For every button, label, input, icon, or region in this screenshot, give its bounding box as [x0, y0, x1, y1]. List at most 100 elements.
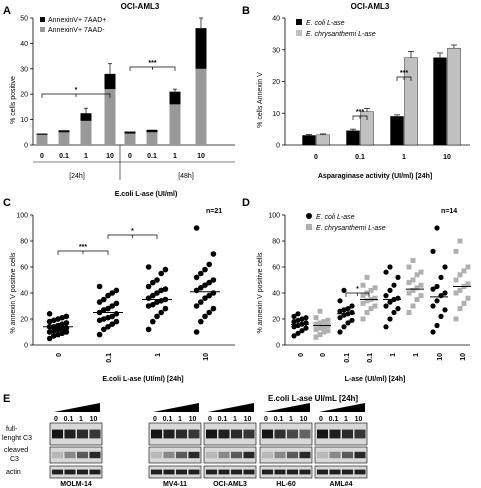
panel-c-point [59, 314, 65, 321]
panel-d-point-ecoli [299, 328, 305, 334]
panel-c-point [145, 283, 152, 290]
blot-full-length-c3-band [206, 429, 217, 439]
blot-panel-cleaved-c3-band [259, 446, 313, 464]
panel-d-point-ecoli [295, 317, 301, 323]
blot-full-length-c3-band [342, 429, 353, 439]
panel-d-point-echry [410, 258, 416, 263]
panel-c-point [63, 320, 70, 326]
panel-d-y-tick-label: 20 [272, 317, 280, 324]
panel-d-point-echry [360, 316, 366, 322]
blot-cell-line-label: HL-60 [276, 481, 296, 488]
panel-c-point [59, 326, 65, 333]
legend-swatch-echry [296, 30, 302, 36]
blot-cleaved-c3-band [262, 451, 273, 459]
panel-a-x-tick-label: 1 [173, 153, 177, 160]
blot-actin-band [342, 469, 353, 475]
blot-lane-label: 0 [208, 416, 212, 423]
panel-d-point-echry [461, 300, 467, 306]
blot-full-length-c3-band [176, 429, 187, 439]
panel-c-point [193, 225, 200, 231]
panel-a-ylabel: % cells positive [10, 76, 17, 124]
panel-c-point [109, 290, 115, 296]
panel-b-y-tick-label: 30 [272, 47, 280, 54]
blot-panel-cleaved-c3-band [49, 446, 103, 464]
panel-d-point-ecoli [303, 315, 309, 321]
blot-cleaved-c3-band [89, 451, 101, 459]
panel-d-point-echry [372, 285, 378, 291]
blot-actin-band [354, 469, 366, 475]
blot-full-length-c3-band [77, 429, 88, 439]
panel-d-point-echry [321, 329, 327, 335]
blot-actin-band [188, 469, 200, 475]
panel-d-point-echry [364, 274, 370, 280]
legend-label-ecoli: E. coli L-ase [306, 20, 345, 27]
panel-c-point [162, 305, 169, 312]
panel-d-point-ecoli [391, 282, 397, 288]
panel-b-x-tick-label: 0.1 [355, 154, 365, 161]
blot-actin-band [89, 469, 101, 475]
panel-a-bar-7aad-neg [195, 68, 207, 145]
blot-full-length-c3-band [243, 429, 255, 439]
blot-actin-band [287, 469, 298, 475]
panel-d-point-echry [406, 310, 412, 315]
panel-c-point [51, 317, 57, 324]
panel-c-n-label: n=21 [206, 208, 222, 215]
blot-panel-actin-band [259, 465, 313, 479]
panel-d-point-ecoli [291, 313, 297, 319]
panel-d-point-ecoli [337, 315, 343, 321]
panel-c-point [105, 314, 111, 321]
panel-c-point [105, 305, 111, 312]
panel-c-point [193, 274, 200, 281]
panel-b-bar-ecoli [433, 57, 447, 146]
blot-cleaved-c3-band [163, 451, 175, 459]
panel-d-point-echry [325, 317, 331, 323]
panel-a-x-tick-label: 0.1 [147, 153, 157, 160]
panel-a-bar-7aad-neg [146, 132, 158, 145]
panel-d-point-ecoli [438, 274, 444, 280]
blot-full-length-c3-band [52, 429, 63, 439]
panel-d-point-ecoli [430, 248, 436, 254]
panel-d-point-echry [457, 287, 463, 293]
panel-c-point [210, 290, 217, 296]
blot-actin-band [52, 469, 63, 475]
panel-d-x-tick-label: 0.1 [344, 353, 351, 363]
blot-cleaved-c3-band [206, 451, 217, 459]
blot-cleaved-c3-band [354, 451, 366, 459]
blot-lane-label: 10 [244, 416, 252, 423]
panel-c-y-tick-label: 60 [20, 265, 28, 272]
blot-cleaved-c3-band [64, 451, 76, 459]
panel-d-point-ecoli [430, 303, 436, 309]
blot-actin-band [64, 469, 76, 475]
panel-d-point-ecoli [395, 306, 401, 312]
panel-d-point-echry [465, 264, 471, 270]
panel-a-bar-7aad-neg [104, 89, 116, 145]
panel-d-point-echry [414, 272, 420, 278]
panel-b-legend: E. coli L-ase E. chrysanthemi L-ase [296, 19, 376, 38]
blot-panel-full-length-c3-band [203, 422, 257, 446]
blot-actin-band [317, 469, 328, 475]
blot-actin-band [176, 469, 187, 475]
panel-c-point [206, 279, 212, 286]
panel-b-title: OCI-AML3 [351, 2, 390, 11]
panel-a-x-tick-label: 0.1 [59, 153, 69, 160]
panel-d-point-echry [418, 293, 424, 299]
panel-c-point [202, 313, 208, 320]
blot-actin-band [77, 469, 88, 475]
blot-full-length-c3-band [188, 429, 200, 439]
blot-panel-full-length-c3-band [49, 422, 103, 446]
blot-full-length-c3-band [163, 429, 175, 439]
panel-d-x-tick-label: 0 [320, 353, 327, 357]
blot-lane-label: 10 [355, 416, 363, 423]
blot-gradient-wedge [54, 403, 100, 412]
legend-swatch-ecoli [296, 19, 302, 25]
panel-a-x-tick-label: 10 [197, 153, 205, 160]
blot-cleaved-c3-band [299, 451, 311, 459]
panel-c-point [162, 266, 169, 273]
blot-row-label-cleaved: cleaved [4, 447, 28, 454]
panel-c-point [51, 327, 57, 334]
blot-actin-band [243, 469, 255, 475]
panel-c-ylabel: % annexin V positive cells [10, 252, 17, 333]
panel-d-point-ecoli [442, 264, 448, 270]
panel-d-x-tick-label: 0 [298, 353, 305, 357]
